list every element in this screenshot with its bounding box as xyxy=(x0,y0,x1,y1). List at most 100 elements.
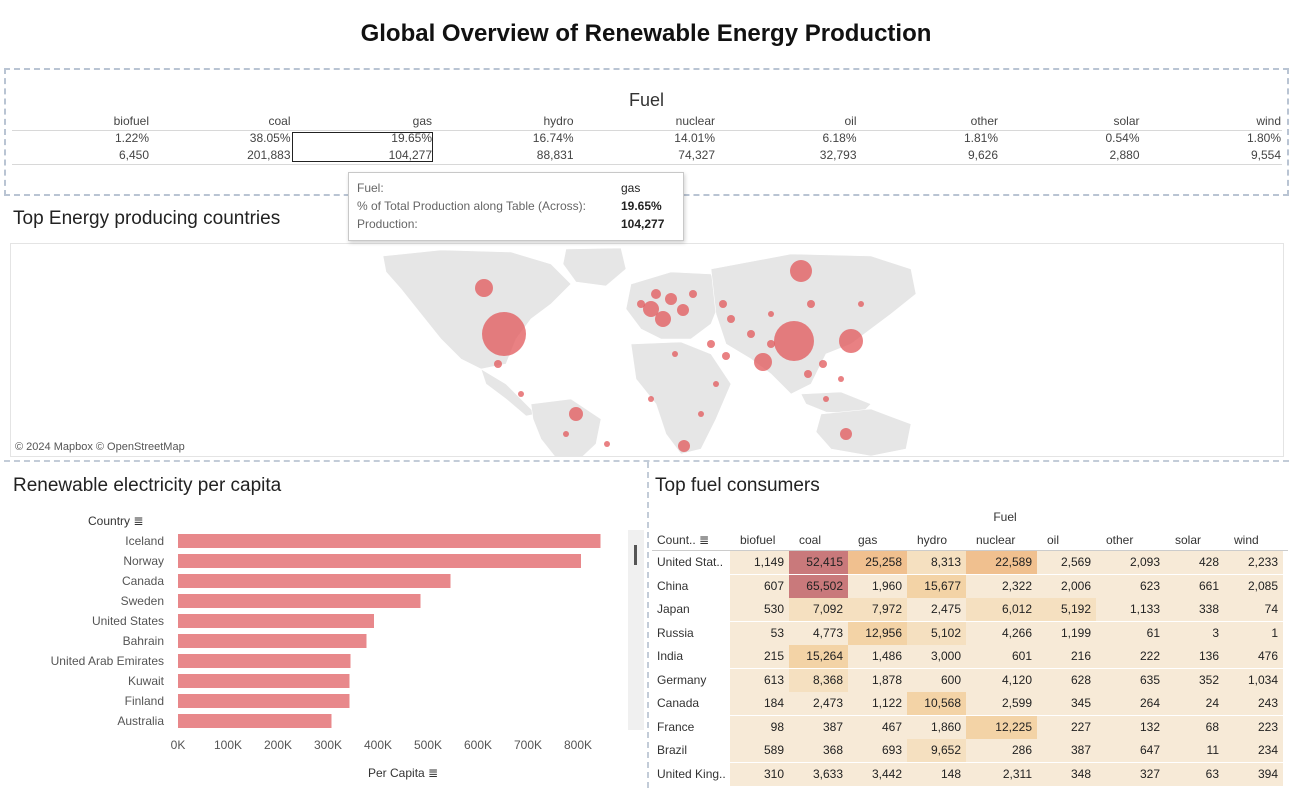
heatmap-cell[interactable]: 345 xyxy=(1037,692,1096,715)
heatmap-cell[interactable]: 25,258 xyxy=(848,551,907,574)
row-label[interactable]: Canada xyxy=(657,696,700,710)
fuel-percent-cell[interactable]: 6.18% xyxy=(822,131,857,145)
country-bubble[interactable] xyxy=(637,300,645,308)
country-bubble[interactable] xyxy=(747,330,755,338)
column-header[interactable]: gas xyxy=(858,533,878,547)
row-label[interactable]: China xyxy=(657,578,689,593)
heatmap-cell[interactable]: 74 xyxy=(1224,598,1283,621)
country-bubble[interactable] xyxy=(698,411,704,417)
fuel-production-cell[interactable]: 201,883 xyxy=(247,148,291,162)
column-header[interactable]: oil xyxy=(1047,533,1060,547)
fuel-percent-cell[interactable]: 1.81% xyxy=(963,131,998,145)
fuel-column-label[interactable]: nuclear xyxy=(675,114,715,128)
heatmap-cell[interactable]: 387 xyxy=(789,715,848,739)
heatmap-cell[interactable]: 2,311 xyxy=(966,762,1037,786)
heatmap-cell[interactable]: 132 xyxy=(1096,715,1165,739)
column-header[interactable]: hydro xyxy=(917,533,948,547)
column-header[interactable]: wind xyxy=(1234,533,1259,547)
heatmap-cell[interactable]: 1,860 xyxy=(907,715,966,739)
fuel-column-label[interactable]: coal xyxy=(268,114,291,128)
heatmap-cell[interactable]: 394 xyxy=(1224,762,1283,786)
row-label[interactable]: United Stat.. xyxy=(657,555,724,569)
country-bubble[interactable] xyxy=(727,315,735,323)
fuel-column-label[interactable]: gas xyxy=(412,114,432,128)
heatmap-cell[interactable]: 352 xyxy=(1165,668,1224,692)
bar[interactable] xyxy=(178,614,374,628)
heatmap-cell[interactable]: 9,652 xyxy=(907,739,966,762)
fuel-percent-cell[interactable]: 1.80% xyxy=(1246,131,1281,145)
column-header[interactable]: biofuel xyxy=(740,533,776,547)
row-label[interactable]: Brazil xyxy=(657,743,688,757)
heatmap-cell[interactable]: 1,149 xyxy=(730,551,789,574)
heatmap-cell[interactable]: 15,264 xyxy=(789,645,848,668)
heatmap-cell[interactable]: 647 xyxy=(1096,739,1165,762)
heatmap-cell[interactable]: 227 xyxy=(1037,715,1096,739)
heatmap-cell[interactable]: 286 xyxy=(966,739,1037,762)
bar[interactable] xyxy=(178,694,350,708)
country-bubble[interactable] xyxy=(840,428,852,440)
country-bubble[interactable] xyxy=(677,304,689,316)
country-bubble[interactable] xyxy=(494,360,502,368)
heatmap-cell[interactable]: 2,569 xyxy=(1037,551,1096,574)
country-bubble[interactable] xyxy=(722,352,730,360)
fuel-percent-cell[interactable]: 16.74% xyxy=(532,131,574,145)
row-label[interactable]: Russia xyxy=(657,625,694,640)
fuel-column-label[interactable]: other xyxy=(970,114,998,128)
country-bubble[interactable] xyxy=(790,260,812,282)
fuel-production-cell[interactable]: 32,793 xyxy=(819,148,857,162)
bar[interactable] xyxy=(178,554,581,568)
country-bubble[interactable] xyxy=(754,353,772,371)
country-bubble[interactable] xyxy=(651,289,661,299)
bar[interactable] xyxy=(178,674,350,688)
heatmap-cell[interactable]: 148 xyxy=(907,762,966,786)
heatmap-cell[interactable]: 22,589 xyxy=(966,551,1037,574)
bar[interactable] xyxy=(178,654,351,668)
heatmap-cell[interactable]: 476 xyxy=(1224,645,1283,668)
heatmap-cell[interactable]: 1,878 xyxy=(848,668,907,692)
country-bubble[interactable] xyxy=(672,351,678,357)
country-bubble[interactable] xyxy=(838,376,844,382)
heatmap-cell[interactable]: 1,199 xyxy=(1037,621,1096,645)
country-bubble[interactable] xyxy=(648,396,654,402)
heatmap-cell[interactable]: 2,006 xyxy=(1037,574,1096,598)
bar[interactable] xyxy=(178,534,601,548)
country-bubble[interactable] xyxy=(713,381,719,387)
heatmap-cell[interactable]: 264 xyxy=(1096,692,1165,715)
heatmap-cell[interactable]: 53 xyxy=(730,621,789,645)
row-header-label[interactable]: Count.. ≣ xyxy=(657,533,710,547)
heatmap-cell[interactable]: 63 xyxy=(1165,762,1224,786)
country-bubble[interactable] xyxy=(807,300,815,308)
column-header[interactable]: other xyxy=(1106,533,1134,547)
country-bubble[interactable] xyxy=(804,370,812,378)
heatmap-cell[interactable]: 3 xyxy=(1165,621,1224,645)
heatmap-cell[interactable]: 65,502 xyxy=(789,574,848,598)
country-bubble[interactable] xyxy=(839,329,863,353)
heatmap-cell[interactable]: 2,599 xyxy=(966,692,1037,715)
country-bubble[interactable] xyxy=(569,407,583,421)
country-bubble[interactable] xyxy=(482,312,526,356)
country-bubble[interactable] xyxy=(643,301,659,317)
fuel-percent-cell[interactable]: 1.22% xyxy=(114,131,149,145)
heatmap-cell[interactable]: 600 xyxy=(907,668,966,692)
country-bubble[interactable] xyxy=(518,391,524,397)
heatmap-cell[interactable]: 1,960 xyxy=(848,574,907,598)
heatmap-cell[interactable]: 1,133 xyxy=(1096,598,1165,621)
heatmap-cell[interactable]: 310 xyxy=(730,762,789,786)
heatmap-cell[interactable]: 368 xyxy=(789,739,848,762)
heatmap-cell[interactable]: 530 xyxy=(730,598,789,621)
country-bubble[interactable] xyxy=(563,431,569,437)
heatmap-cell[interactable]: 589 xyxy=(730,739,789,762)
heatmap-cell[interactable]: 693 xyxy=(848,739,907,762)
country-bubble[interactable] xyxy=(707,340,715,348)
country-bubble[interactable] xyxy=(678,440,690,452)
heatmap-cell[interactable]: 3,000 xyxy=(907,645,966,668)
fuel-percent-cell[interactable]: 0.54% xyxy=(1105,131,1140,145)
heatmap-cell[interactable]: 52,415 xyxy=(789,551,848,574)
row-label[interactable]: Japan xyxy=(657,602,690,616)
heatmap-cell[interactable]: 623 xyxy=(1096,574,1165,598)
heatmap-cell[interactable]: 68 xyxy=(1165,715,1224,739)
heatmap-cell[interactable]: 215 xyxy=(730,645,789,668)
heatmap-cell[interactable]: 6,012 xyxy=(966,598,1037,621)
world-map[interactable]: © 2024 Mapbox © OpenStreetMap xyxy=(10,243,1284,457)
heatmap-cell[interactable]: 2,233 xyxy=(1224,551,1283,574)
